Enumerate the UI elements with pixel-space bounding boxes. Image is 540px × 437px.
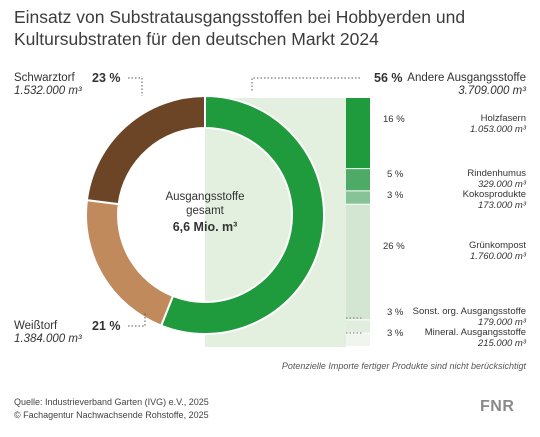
- stack-label-holzfasern: Holzfasern 1.053.000 m³: [470, 113, 526, 135]
- copyright-line: © Fachagentur Nachwachsende Rohstoffe, 2…: [14, 410, 209, 420]
- stack-volume-rindenhumus: 329.000 m³: [477, 178, 526, 190]
- label-schwarztorf: Schwarztorf 1.532.000 m³: [14, 72, 82, 98]
- stack-name-gruenkompost: Grünkompost: [468, 240, 526, 251]
- center-label-text: Ausgangsstoffe gesamt: [165, 191, 245, 217]
- stack-name-sonst: Sonst. org. Ausgangsstoffe: [412, 306, 526, 317]
- label-weisstorf-volume: 1.384.000 m³: [14, 333, 82, 345]
- donut-chart: [85, 94, 326, 335]
- label-andere: Andere Ausgangsstoffe 3.709.000 m³: [407, 72, 526, 98]
- stack-pct-gruenkompost: 26 %: [383, 241, 405, 252]
- breakdown-stack: [346, 98, 370, 346]
- chart-note: Potenzielle Importe fertiger Produkte si…: [281, 361, 526, 371]
- pct-schwarztorf: 23 %: [92, 71, 121, 85]
- leader-lines: [128, 77, 360, 327]
- source-line: Quelle: Industrieverband Garten (IVG) e.…: [14, 397, 209, 407]
- stack-seg-gruenkompost: [346, 204, 370, 320]
- stack-label-rindenhumus: Rindenhumus 329.000 m³: [467, 168, 526, 190]
- stack-volume-mineral: 215.000 m³: [477, 337, 526, 349]
- center-value-text: 6,6 Mio. m³: [172, 220, 238, 234]
- stack-seg-holzfasern: [346, 98, 370, 169]
- stack-seg-mineral: [346, 333, 370, 346]
- stack-pct-rindenhumus: 5 %: [387, 169, 404, 180]
- label-andere-name: Andere Ausgangsstoffe: [407, 72, 526, 84]
- label-weisstorf: Weißtorf 1.384.000 m³: [14, 320, 82, 346]
- stack-leader-lines: [346, 317, 362, 334]
- chart-title: Einsatz von Substratausgangsstoffen bei …: [14, 7, 466, 49]
- label-andere-volume: 3.709.000 m³: [458, 85, 526, 97]
- pct-weisstorf: 21 %: [92, 319, 121, 333]
- stack-label-gruenkompost: Grünkompost 1.760.000 m³: [468, 240, 526, 262]
- stack-label-sonst: Sonst. org. Ausgangsstoffe 179.000 m³: [412, 306, 526, 328]
- stack-label-kokos: Kokosprodukte 173.000 m³: [462, 189, 526, 211]
- stack-name-mineral: Mineral. Ausgangsstoffe: [424, 327, 526, 338]
- stack-volume-gruenkompost: 1.760.000 m³: [470, 250, 526, 262]
- fnr-logo: FNR: [480, 398, 515, 415]
- stack-pct-sonst: 3 %: [387, 307, 404, 318]
- stack-seg-sonst: [346, 320, 370, 333]
- label-schwarztorf-name: Schwarztorf: [14, 72, 75, 84]
- label-schwarztorf-volume: 1.532.000 m³: [14, 85, 82, 97]
- pct-andere: 56 %: [374, 71, 403, 85]
- stack-label-mineral: Mineral. Ausgangsstoffe 215.000 m³: [424, 327, 526, 349]
- stack-name-kokos: Kokosprodukte: [462, 189, 526, 200]
- stack-seg-kokos: [346, 191, 370, 204]
- stack-pct-kokos: 3 %: [387, 190, 404, 201]
- leader-line-andere: [251, 77, 360, 92]
- stack-volume-kokos: 173.000 m³: [477, 199, 526, 211]
- label-weisstorf-name: Weißtorf: [14, 320, 58, 332]
- donut-slice-andere: [159, 94, 326, 335]
- donut-center-label: Ausgangsstoffe gesamt 6,6 Mio. m³: [150, 190, 260, 234]
- stack-seg-rindenhumus: [346, 169, 370, 191]
- stack-volume-sonst: 179.000 m³: [477, 316, 526, 328]
- stack-name-rindenhumus: Rindenhumus: [467, 168, 526, 179]
- stack-volume-holzfasern: 1.053.000 m³: [470, 123, 526, 135]
- stack-pct-holzfasern: 16 %: [383, 114, 405, 125]
- leader-line-schwarztorf: [128, 77, 143, 96]
- stack-name-holzfasern: Holzfasern: [480, 113, 526, 124]
- donut-slice-schwarztorf: [85, 94, 206, 206]
- stack-pct-mineral: 3 %: [387, 328, 404, 339]
